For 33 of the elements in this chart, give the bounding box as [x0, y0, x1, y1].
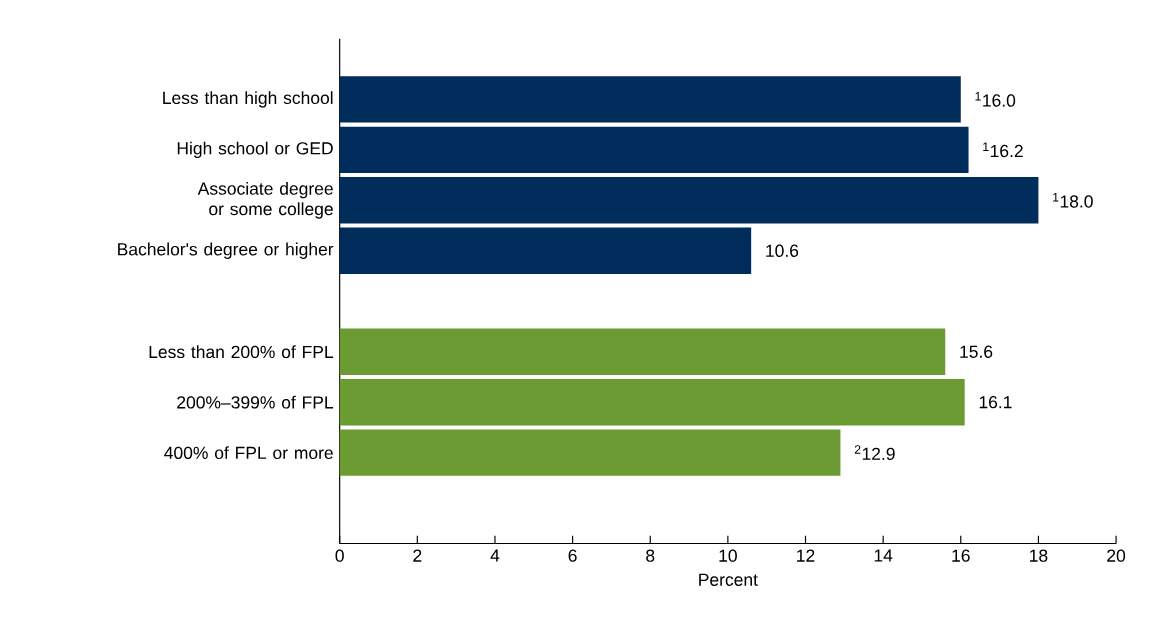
x-tick-label: 14: [874, 549, 893, 562]
data-label: $^{1}$16.0: [975, 92, 1016, 107]
data-label: 10.6: [766, 244, 799, 258]
bar: [339, 227, 752, 275]
y-tick-label: Less than 200% of FPL: [149, 345, 334, 359]
bar: [339, 379, 965, 426]
bar: [339, 177, 1039, 224]
x-tick-label: 4: [490, 549, 500, 562]
x-tick-label: 16: [952, 549, 970, 563]
data-label: 16.1: [979, 396, 1012, 409]
y-tick-label: High school or GED: [177, 141, 333, 159]
y-tick-label: Bachelor's degree or higher: [118, 242, 334, 260]
bar: [339, 328, 946, 376]
x-tick-label: 10: [719, 549, 737, 563]
x-tick-label: 20: [1107, 549, 1126, 563]
x-tick-label: 18: [1030, 549, 1048, 563]
y-tick-label: Associate degree or some college: [197, 182, 333, 219]
bar: [339, 76, 961, 123]
x-tick-label: 0: [335, 549, 344, 563]
x-tick-label: 12: [797, 549, 815, 562]
bar: [339, 126, 969, 174]
x-axis-title: Percent: [699, 573, 758, 587]
y-tick-label: Less than high school: [163, 91, 333, 108]
data-label: $^{1}$18.0: [1053, 193, 1093, 208]
x-tick-label: 6: [568, 549, 577, 563]
bar: [339, 429, 841, 476]
x-tick-label: 8: [646, 549, 655, 563]
y-tick-label: 400% of FPL or more: [164, 446, 333, 460]
data-label: $^{2}$12.9: [854, 445, 895, 461]
x-tick-label: 2: [413, 549, 422, 562]
data-label: $^{1}$16.2: [983, 142, 1023, 158]
data-label: 15.6: [960, 345, 993, 359]
y-tick-label: 200%–399% of FPL: [177, 395, 334, 409]
